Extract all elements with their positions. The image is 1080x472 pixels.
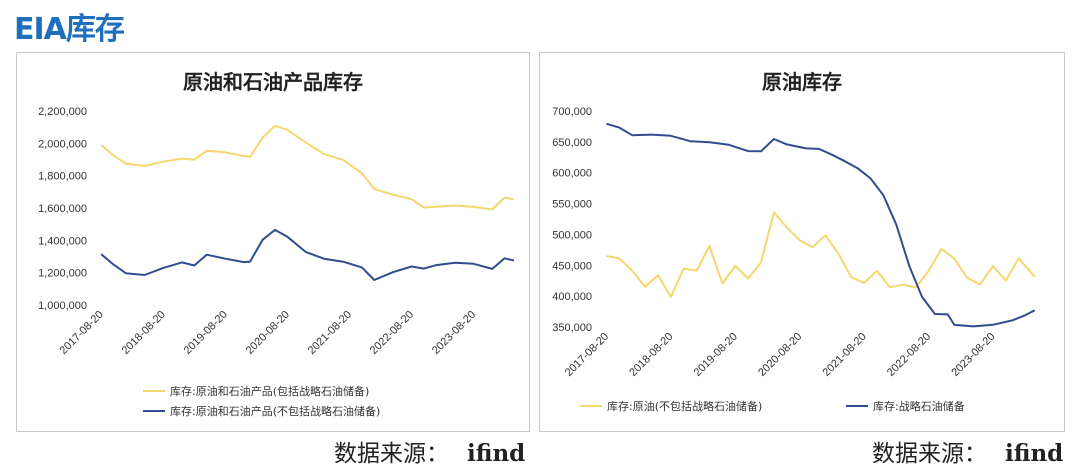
x-tick-label: 2017-08-20 <box>563 331 611 379</box>
chart-crude-inventory: 原油库存 700,000 650,000 600,000 550,000 500,000 4… <box>552 70 1036 413</box>
y-tick-label: 2,000,000 <box>38 138 87 150</box>
series-line-0 <box>606 211 1036 298</box>
x-tick-label: 2017-08-20 <box>58 309 106 357</box>
y-tick-label: 500,000 <box>552 229 592 241</box>
y-tick-label: 600,000 <box>552 168 592 180</box>
x-tick-label: 2022-08-20 <box>885 331 933 379</box>
source-value: ifind <box>1005 440 1064 467</box>
x-tick-label: 2019-08-20 <box>692 331 740 379</box>
x-tick-label: 2018-08-20 <box>627 331 675 379</box>
x-tick-label: 2021-08-20 <box>821 331 869 379</box>
y-tick-label: 1,400,000 <box>38 235 87 247</box>
series-line-1 <box>606 122 1036 328</box>
x-tick-label: 2020-08-20 <box>244 309 292 357</box>
x-tick-label: 2023-08-20 <box>949 331 997 379</box>
y-tick-label: 700,000 <box>552 106 592 118</box>
y-tick-label: 2,200,000 <box>38 106 87 118</box>
legend-label-0: 库存:原油(不包括战略石油储备) <box>607 399 762 413</box>
legend-label-0: 库存:原油和石油产品(包括战略石油储备) <box>170 384 369 398</box>
chart-title: 原油和石油产品库存 <box>183 70 363 94</box>
x-tick-label: 2023-08-20 <box>430 309 478 357</box>
x-tick-label: 2020-08-20 <box>756 331 804 379</box>
legend-label-1: 库存:战略石油储备 <box>873 399 965 413</box>
x-tick-label: 2021-08-20 <box>306 309 354 357</box>
source-label: 数据来源： <box>334 441 449 467</box>
chart-title: 原油库存 <box>762 70 842 94</box>
y-tick-label: 1,000,000 <box>38 300 87 312</box>
chart-total-inventory: 原油和石油产品库存 2,200,000 2,000,000 1,800,000 1,60… <box>38 70 515 418</box>
x-tick-label: 2019-08-20 <box>182 309 230 357</box>
source-caption-left: 数据来源： ifind <box>334 434 525 468</box>
page-title: EIA库存 <box>14 12 125 47</box>
series-line-0 <box>100 124 515 211</box>
source-value: ifind <box>467 440 526 467</box>
chart-panel-total-inventory: 原油和石油产品库存 2,200,000 2,000,000 1,800,000 1,60… <box>16 52 530 432</box>
legend-label-1: 库存:原油和石油产品(不包括战略石油储备) <box>170 404 380 418</box>
chart-panel-crude-inventory: 原油库存 700,000 650,000 600,000 550,000 500,000 4… <box>539 52 1065 432</box>
y-tick-label: 1,600,000 <box>38 203 87 215</box>
y-tick-label: 400,000 <box>552 291 592 303</box>
y-tick-label: 1,200,000 <box>38 268 87 280</box>
source-label: 数据来源： <box>872 441 987 467</box>
x-tick-label: 2022-08-20 <box>368 309 416 357</box>
y-tick-label: 450,000 <box>552 260 592 272</box>
y-tick-label: 650,000 <box>552 137 592 149</box>
y-tick-label: 350,000 <box>552 322 592 334</box>
y-tick-label: 1,800,000 <box>38 171 87 183</box>
y-tick-label: 550,000 <box>552 199 592 211</box>
x-tick-label: 2018-08-20 <box>120 309 168 357</box>
series-line-1 <box>100 228 515 281</box>
source-caption-right: 数据来源： ifind <box>872 434 1063 468</box>
